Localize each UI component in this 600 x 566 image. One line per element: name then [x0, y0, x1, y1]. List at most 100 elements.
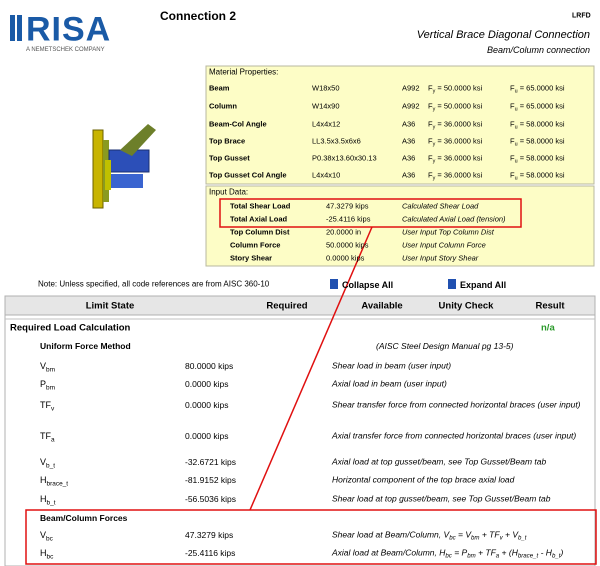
row-symbol: TFv	[40, 400, 54, 412]
input-label: Total Shear Load	[230, 201, 291, 211]
connector-line	[249, 226, 373, 511]
input-description: Calculated Shear Load	[402, 201, 479, 211]
table-header	[4, 295, 596, 316]
material-shape: W14x90	[312, 101, 340, 111]
input-label: Column Force	[230, 240, 281, 250]
row-description: Horizontal component of the top brace ax…	[332, 475, 587, 486]
description-part: a	[495, 552, 500, 560]
material-shape: LL3.5x3.5x6x6	[312, 136, 361, 146]
material-name: Top Brace	[209, 136, 246, 146]
material-name: Top Gusset Col Angle	[209, 170, 287, 180]
expand-icon	[448, 279, 456, 289]
title: Connection 2	[160, 9, 237, 23]
description-part: Axial load at Beam/Column, H	[332, 547, 446, 558]
row-symbol: Hbrace_t	[40, 475, 69, 488]
section-title: Required Load Calculation	[10, 322, 131, 334]
symbol: V	[40, 530, 47, 540]
collapse-button[interactable]: Collapse All	[342, 280, 394, 290]
symbol: F	[510, 83, 515, 93]
material-strength: Fy = 36.0000 ksi	[428, 119, 483, 131]
material-strength: Fy = 36.0000 ksi	[428, 153, 482, 165]
description-part: Shear load at top gusset/beam, see Top G…	[332, 493, 551, 504]
description-part: Axial load at top gusset/beam, see Top G…	[332, 456, 547, 467]
material-grade: A36	[402, 153, 416, 163]
symbol-sub: bm	[46, 384, 56, 392]
row-description: Shear load at top gusset/beam, see Top G…	[332, 494, 587, 505]
column-header: Result	[535, 300, 565, 312]
symbol-sub: b_t	[46, 499, 56, 507]
symbol-sub: u	[514, 106, 518, 113]
material-grade: A992	[402, 101, 420, 111]
description-part: + TF	[479, 529, 500, 540]
symbol: F	[510, 101, 515, 111]
material-name: Top Gusset	[209, 153, 250, 163]
row-value: -81.9152 kips	[185, 475, 237, 485]
material-strength: Fu = 58.0000 ksi	[510, 170, 565, 182]
symbol-sub: y	[432, 141, 436, 148]
strength-value: = 65.0000 ksi	[519, 101, 565, 111]
description-part: )	[560, 547, 564, 558]
expand-button[interactable]: Expand All	[460, 280, 507, 290]
input-description: User Input Top Column Dist	[402, 227, 494, 237]
input-value: 0.0000 kips	[326, 253, 365, 263]
note: Note: Unless specified, all code referen…	[38, 279, 270, 289]
description-part: Axial load in beam (user input)	[332, 378, 447, 389]
strength-value: = 36.0000 ksi	[437, 170, 483, 180]
material-strength: Fy = 50.0000 ksi	[428, 101, 482, 113]
highlight-box	[219, 198, 522, 228]
material-box	[205, 65, 595, 185]
row-symbol: Vbc	[40, 530, 53, 543]
description-part: + V	[502, 529, 518, 540]
symbol-sub: y	[432, 124, 436, 131]
symbol-sub: y	[432, 158, 436, 165]
description-part: v	[499, 534, 503, 542]
symbol: V	[40, 457, 47, 467]
symbol: F	[428, 153, 433, 163]
collapse-icon	[330, 279, 338, 289]
material-strength: Fu = 58.0000 ksi	[510, 119, 565, 131]
material-strength: Fu = 65.0000 ksi	[510, 83, 565, 95]
symbol: H	[40, 548, 47, 558]
row-symbol: Hbc	[40, 548, 53, 560]
symbol-sub: u	[514, 88, 518, 95]
material-grade: A992	[402, 83, 420, 93]
row-description: Axial load at top gusset/beam, see Top G…	[332, 457, 587, 468]
symbol: H	[40, 475, 47, 485]
description-part: Horizontal component of the top brace ax…	[332, 474, 515, 485]
description-part: bc	[449, 534, 456, 542]
material-shape: L4x4x10	[312, 170, 341, 180]
symbol-sub: y	[432, 88, 436, 95]
group-reference: (AISC Steel Design Manual pg 13-5)	[376, 341, 514, 351]
symbol: F	[510, 119, 515, 129]
group-title: Beam/Column Forces	[40, 513, 128, 523]
material-shape: L4x4x12	[312, 119, 341, 129]
symbol: F	[428, 101, 433, 111]
row-symbol: Pbm	[40, 379, 56, 392]
symbol-sub: b_t	[46, 462, 56, 470]
description-part: Shear load in beam (user input)	[332, 360, 452, 371]
strength-value: = 65.0000 ksi	[519, 83, 565, 93]
row-value: -32.6721 kips	[185, 457, 237, 467]
logo-tagline: A NEMETSCHEK COMPANY	[26, 47, 105, 53]
row-value: -56.5036 kips	[185, 494, 237, 504]
symbol: F	[510, 170, 515, 180]
symbol: TF	[40, 431, 51, 441]
material-strength: Fu = 58.0000 ksi	[510, 136, 565, 148]
strength-value: = 36.0000 ksi	[437, 119, 483, 129]
row-description: Shear load at Beam/Column, Vbc = Vbm + T…	[332, 529, 587, 542]
strength-value: = 36.0000 ksi	[437, 136, 483, 146]
description-part: = P	[451, 547, 468, 558]
description-part: bm	[471, 534, 480, 542]
symbol-sub: bc	[46, 535, 53, 543]
input-description: User Input Story Shear	[402, 253, 479, 263]
subtitle: Vertical Brace Diagonal Connection	[416, 29, 590, 41]
strength-value: = 58.0000 ksi	[519, 136, 565, 146]
symbol: V	[40, 361, 47, 371]
description-part: b_t	[518, 534, 527, 542]
input-description: User Input Column Force	[402, 240, 486, 250]
symbol-sub: brace_t	[46, 480, 69, 488]
material-grade: A36	[402, 170, 416, 180]
row-description: Shear transfer force from connected hori…	[332, 400, 587, 411]
material-shape: P0.38x13.60x30.13	[312, 153, 377, 163]
